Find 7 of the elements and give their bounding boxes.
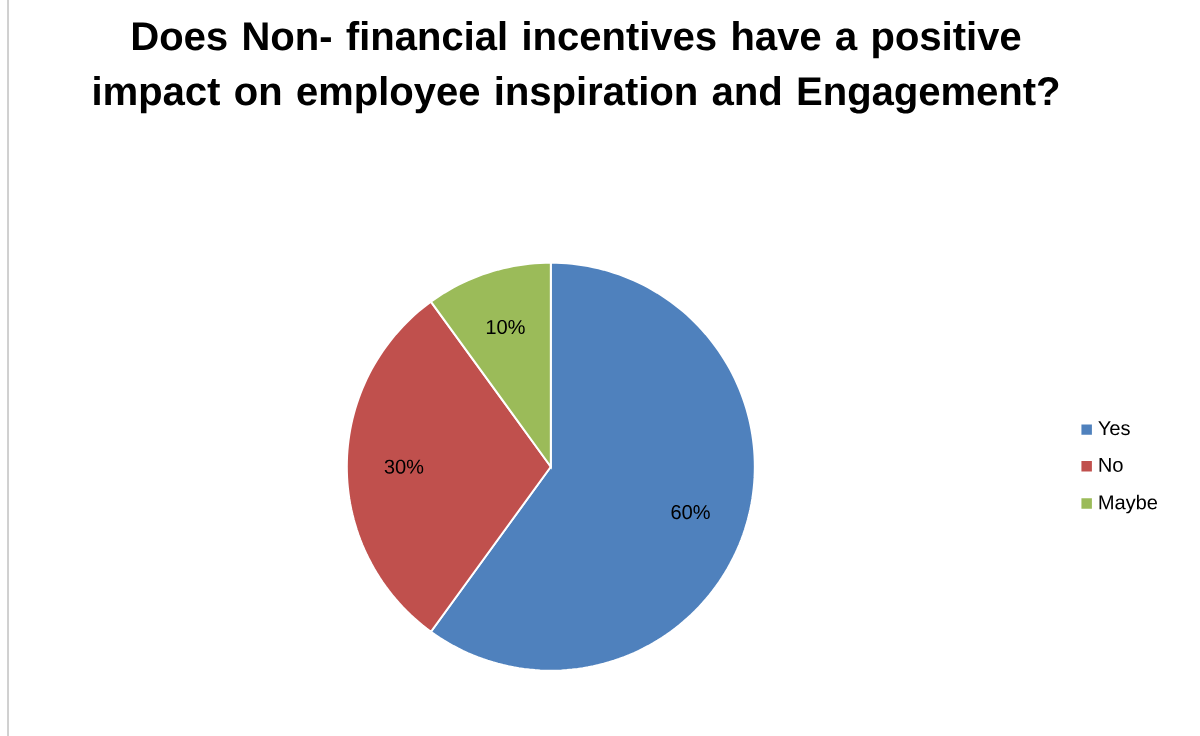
data-label: 60% — [671, 505, 710, 520]
data-label: 10% — [486, 319, 525, 335]
chart-title: Does Non- financial incentives have a positive impact on employee inspiration and Engagement? — [94, 21, 1059, 114]
legend-label: Yes — [1098, 421, 1130, 436]
legend-label: Maybe — [1099, 494, 1158, 514]
data-label: 30% — [384, 459, 424, 474]
legend-label: No — [1099, 457, 1123, 472]
